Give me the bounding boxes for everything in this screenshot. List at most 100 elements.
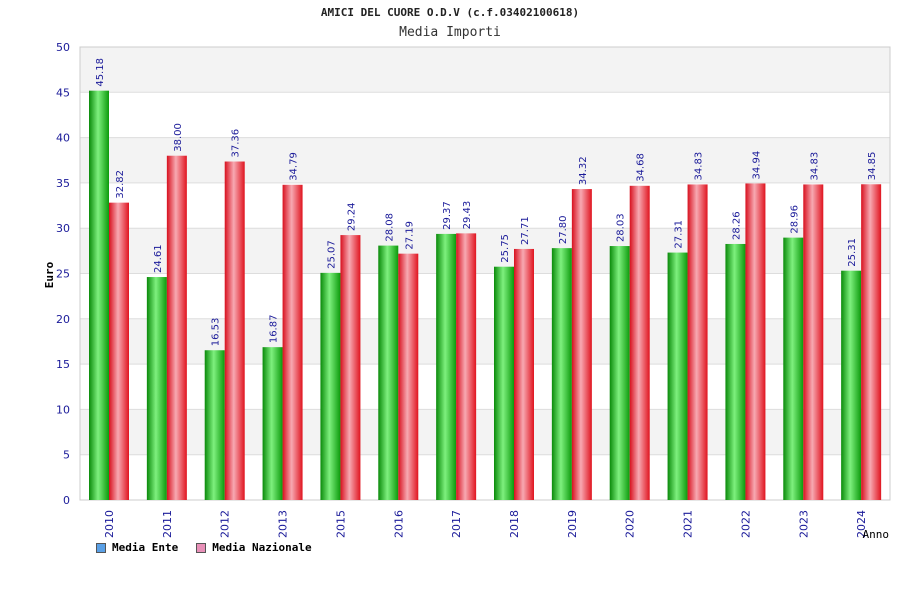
x-tick-label: 2021 — [682, 510, 695, 538]
grid-band — [80, 137, 890, 183]
data-label: 16.53 — [211, 318, 222, 347]
bar-media-ente — [89, 90, 109, 501]
x-tick-label: 2016 — [392, 510, 405, 538]
x-tick-label: 2022 — [739, 510, 752, 538]
legend-item-media-ente: Media Ente — [96, 541, 178, 554]
x-tick-label: 2012 — [219, 510, 232, 538]
data-label: 38.00 — [173, 123, 184, 152]
legend-swatch-media-ente — [96, 542, 106, 553]
bar-media-ente — [146, 277, 167, 500]
bars — [89, 90, 882, 501]
y-tick-label: 10 — [56, 403, 70, 416]
data-label: 34.85 — [867, 152, 878, 181]
data-label: 34.94 — [751, 151, 762, 180]
data-label: 37.36 — [231, 129, 242, 158]
data-label: 34.83 — [694, 152, 705, 181]
grid-band — [80, 228, 890, 274]
y-tick-label: 20 — [56, 313, 70, 326]
bar-media-ente — [725, 243, 746, 500]
x-tick-label: 2020 — [624, 510, 637, 538]
grid-band — [80, 364, 890, 410]
y-tick-label: 35 — [56, 177, 70, 190]
bar-media-ente — [841, 270, 862, 500]
x-tick-label: 2011 — [161, 510, 174, 538]
x-tick-label: 2018 — [508, 510, 521, 538]
y-tick-label: 0 — [63, 494, 70, 507]
bar-media-nazionale — [166, 155, 187, 500]
bar-media-ente — [609, 246, 630, 500]
data-label: 28.26 — [731, 211, 742, 240]
bar-media-ente — [262, 347, 283, 500]
bar-media-nazionale — [629, 185, 650, 500]
data-label: 27.19 — [404, 221, 415, 250]
legend-label-media-nazionale: Media Nazionale — [212, 541, 312, 554]
bar-media-ente — [378, 245, 399, 500]
bar-media-ente — [204, 350, 225, 500]
data-label: 32.82 — [115, 170, 126, 199]
grid-bands — [80, 46, 890, 501]
legend-item-media-nazionale: Media Nazionale — [196, 541, 312, 554]
y-tick-label: 30 — [56, 222, 70, 235]
data-label: 29.43 — [462, 201, 473, 230]
bar-media-nazionale — [745, 183, 766, 500]
data-label: 29.37 — [442, 201, 453, 230]
x-tick-label: 2024 — [855, 510, 868, 538]
data-label: 29.24 — [346, 202, 357, 231]
data-label: 16.87 — [269, 315, 280, 344]
data-label: 28.96 — [789, 205, 800, 234]
bar-media-nazionale — [109, 202, 129, 500]
x-axis-label: Anno — [863, 528, 890, 541]
bar-media-nazionale — [861, 184, 882, 500]
bar-media-nazionale — [224, 161, 245, 500]
bar-media-nazionale — [282, 184, 303, 500]
plot-frame — [79, 46, 891, 501]
data-label: 28.03 — [616, 213, 627, 242]
bar-media-ente — [783, 237, 804, 500]
data-label: 45.18 — [95, 58, 106, 87]
grid-band — [80, 409, 890, 455]
data-label: 28.08 — [384, 213, 395, 242]
grid-band — [80, 92, 890, 138]
x-tick-label: 2023 — [797, 510, 810, 538]
data-label: 34.68 — [636, 153, 647, 182]
data-labels: 45.18 32.82 24.61 38.00 16.53 37.36 16.87 34.79… — [95, 58, 878, 346]
data-label: 25.75 — [500, 234, 511, 263]
bar-media-ente — [494, 266, 514, 500]
x-tick-label: 2015 — [334, 510, 347, 538]
legend: Media Ente Media Nazionale — [96, 541, 312, 554]
data-label: 34.83 — [809, 152, 820, 181]
bar-media-nazionale — [340, 235, 361, 500]
grid-band — [80, 47, 890, 93]
grid-band — [80, 182, 890, 229]
bar-media-nazionale — [398, 253, 419, 500]
data-label: 34.32 — [578, 156, 589, 185]
bar-media-ente — [551, 248, 572, 500]
bar-media-nazionale — [687, 184, 708, 501]
grid-band — [80, 454, 890, 500]
x-tick-label: 2019 — [566, 510, 579, 538]
y-axis-label: Euro — [43, 261, 56, 288]
data-label: 34.79 — [289, 152, 300, 181]
y-tick-label: 15 — [56, 358, 70, 371]
bar-media-nazionale — [803, 184, 824, 501]
legend-swatch-media-nazionale — [196, 542, 207, 553]
bar-media-nazionale — [571, 189, 592, 501]
grid-band — [80, 273, 890, 319]
data-label: 27.71 — [520, 216, 531, 245]
data-label: 27.80 — [558, 215, 569, 244]
bar-media-ente — [436, 233, 457, 500]
grid-band — [80, 318, 890, 365]
x-tick-label: 2010 — [103, 510, 116, 538]
y-tick-label: 45 — [56, 86, 70, 99]
axes: 0 5 10 15 20 25 30 35 40 45 50 2010 2011 2012 2013 2015… — [56, 41, 891, 538]
bar-media-ente — [320, 272, 341, 500]
data-label: 25.07 — [326, 240, 337, 269]
x-tick-label: 2017 — [450, 510, 463, 538]
y-tick-label: 5 — [63, 449, 70, 462]
data-label: 25.31 — [847, 238, 858, 267]
x-tick-label: 2013 — [277, 510, 290, 538]
legend-label-media-ente: Media Ente — [112, 541, 179, 554]
y-tick-label: 40 — [56, 132, 70, 145]
